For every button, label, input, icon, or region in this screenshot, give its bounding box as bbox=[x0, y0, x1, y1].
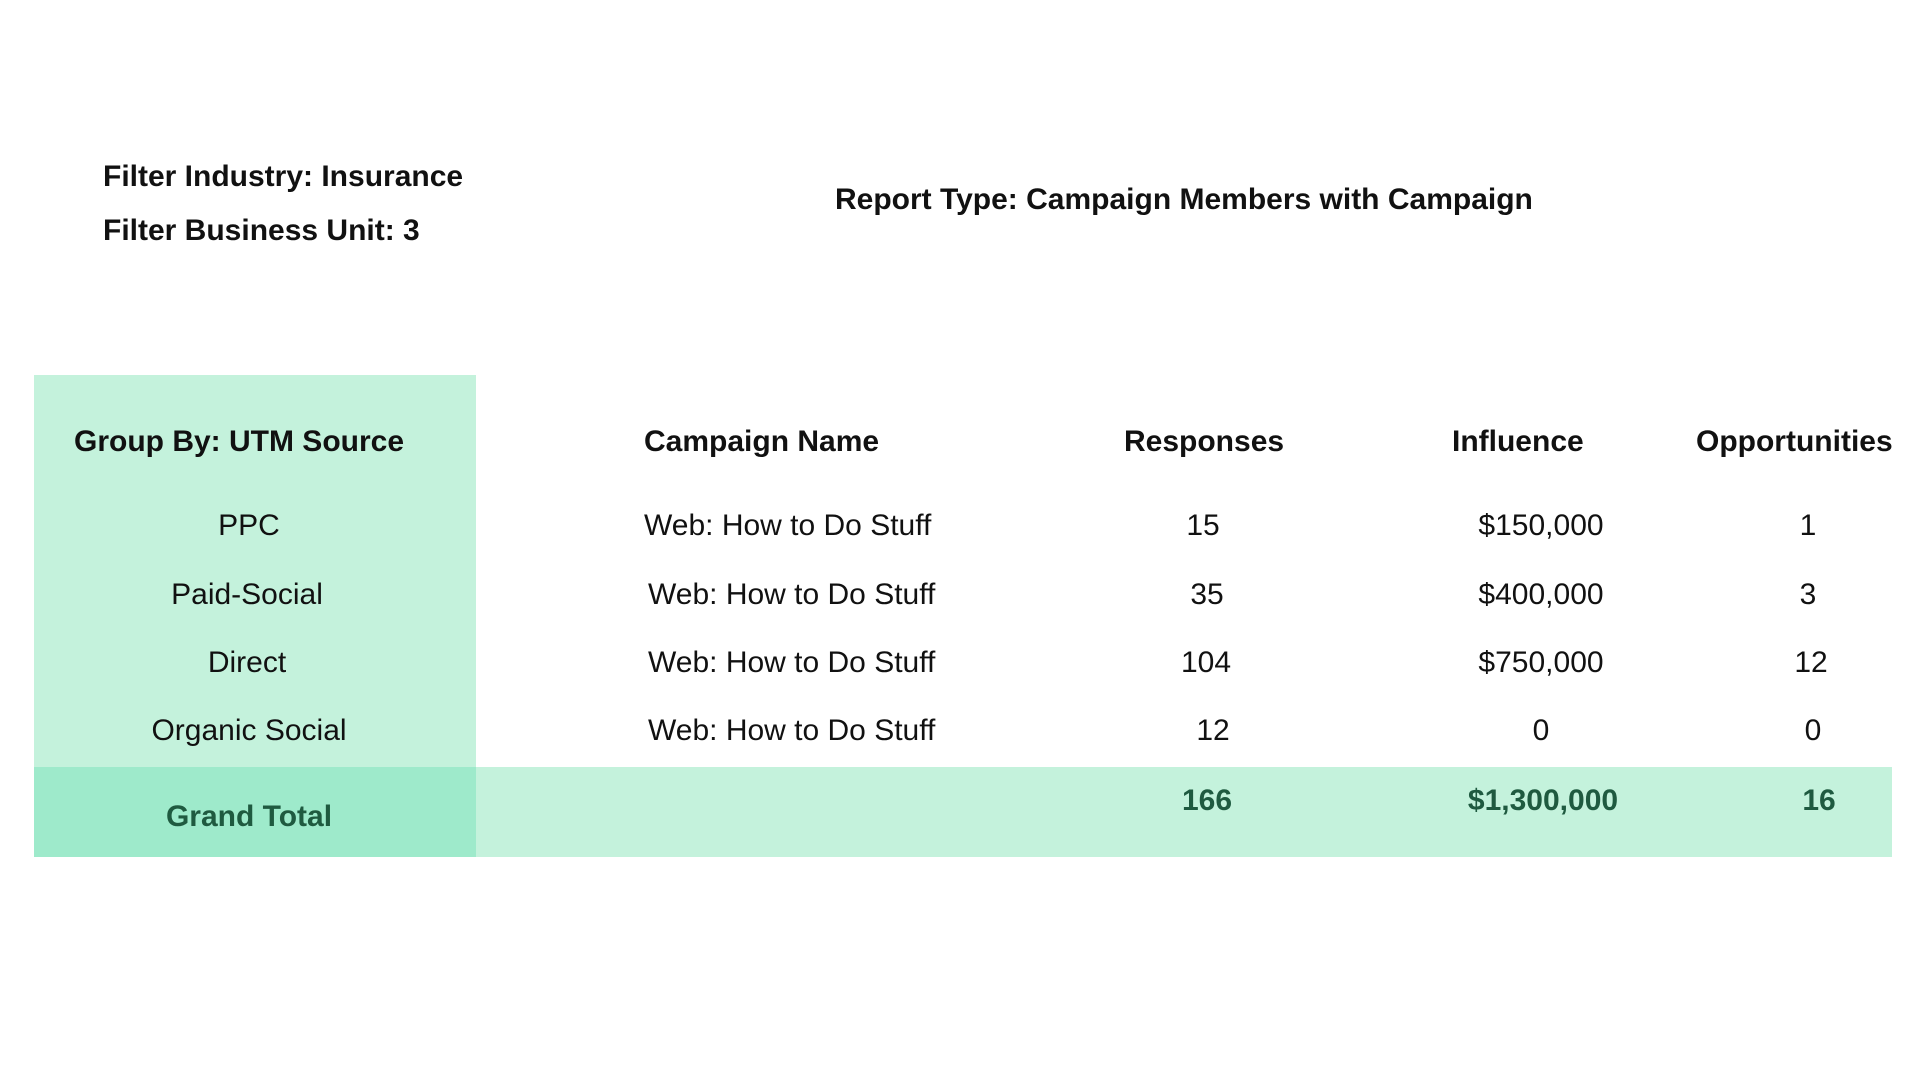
grand-total-opportunities: 16 bbox=[1802, 784, 1836, 817]
row-opportunities: 3 bbox=[1799, 578, 1817, 611]
grand-total-responses: 166 bbox=[1181, 784, 1233, 817]
row-responses: 15 bbox=[1186, 509, 1220, 542]
report-type-title: Report Type: Campaign Members with Campa… bbox=[835, 183, 1533, 216]
row-opportunities: 1 bbox=[1799, 509, 1817, 542]
filter-industry: Filter Industry: Insurance bbox=[103, 160, 464, 193]
row-responses: 104 bbox=[1180, 646, 1232, 679]
header-opportunities: Opportunities bbox=[1696, 425, 1893, 458]
filter-business-unit: Filter Business Unit: 3 bbox=[103, 214, 420, 247]
row-source: Organic Social bbox=[151, 714, 347, 747]
grand-total-influence: $1,300,000 bbox=[1467, 784, 1619, 817]
row-responses: 35 bbox=[1190, 578, 1224, 611]
row-influence: $150,000 bbox=[1478, 509, 1604, 542]
header-group-by: Group By: UTM Source bbox=[74, 425, 405, 458]
header-responses: Responses bbox=[1124, 425, 1285, 458]
header-influence: Influence bbox=[1452, 425, 1584, 458]
row-source: Paid-Social bbox=[171, 578, 323, 611]
header-campaign-name: Campaign Name bbox=[644, 425, 880, 458]
row-campaign: Web: How to Do Stuff bbox=[648, 714, 936, 747]
row-source: Direct bbox=[207, 646, 287, 679]
row-opportunities: 0 bbox=[1804, 714, 1822, 747]
row-campaign: Web: How to Do Stuff bbox=[648, 578, 936, 611]
row-responses: 12 bbox=[1196, 714, 1230, 747]
row-campaign: Web: How to Do Stuff bbox=[644, 509, 932, 542]
group-column-background bbox=[34, 375, 476, 767]
row-influence: $400,000 bbox=[1478, 578, 1604, 611]
row-opportunities: 12 bbox=[1794, 646, 1828, 679]
row-influence: 0 bbox=[1532, 714, 1550, 747]
grand-total-label: Grand Total bbox=[165, 800, 333, 833]
row-influence: $750,000 bbox=[1478, 646, 1604, 679]
row-campaign: Web: How to Do Stuff bbox=[648, 646, 936, 679]
grand-total-label-cell bbox=[34, 767, 476, 857]
row-source: PPC bbox=[218, 509, 280, 542]
filters-block: Filter Industry: Insurance Filter Busine… bbox=[103, 150, 463, 258]
